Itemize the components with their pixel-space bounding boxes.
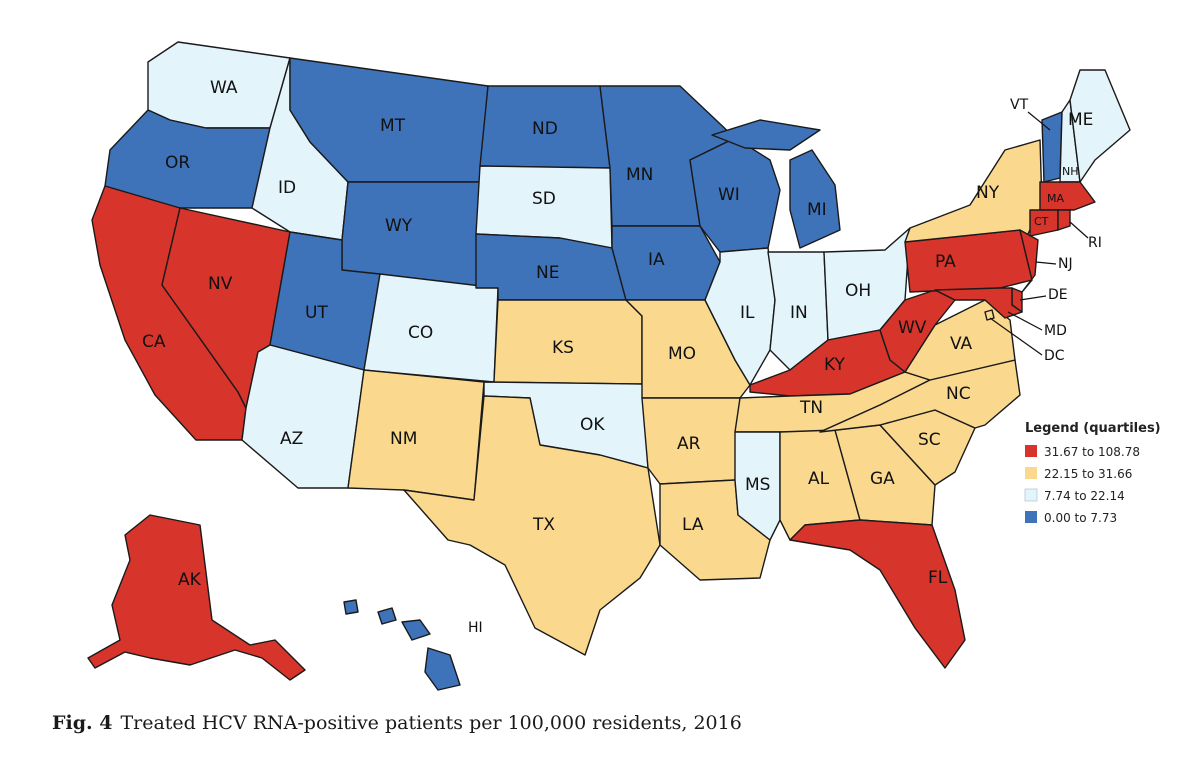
- state-MD: [934, 287, 1023, 319]
- label-SD: SD: [532, 189, 556, 209]
- state-MI: [789, 149, 841, 249]
- label-NE: NE: [536, 263, 559, 283]
- choropleth-map: WA OR CA NV ID MT WY UT CO AZ NM ND SD N…: [87, 41, 1161, 691]
- label-MS: MS: [745, 475, 770, 495]
- leader-NJ: [1035, 261, 1057, 265]
- label-CA: CA: [142, 332, 166, 352]
- label-SC: SC: [918, 430, 941, 450]
- legend-title: Legend (quartiles): [1025, 421, 1161, 436]
- label-IL: IL: [740, 303, 755, 323]
- label-FL: FL: [928, 568, 948, 588]
- label-IA: IA: [648, 250, 665, 270]
- state-AK: [87, 514, 306, 681]
- label-DE: DE: [1048, 287, 1068, 303]
- label-KS: KS: [552, 338, 574, 358]
- label-ID: ID: [278, 178, 296, 198]
- label-MD: MD: [1044, 323, 1067, 339]
- label-GA: GA: [870, 469, 895, 489]
- label-NC: NC: [946, 384, 971, 404]
- label-MN: MN: [626, 165, 653, 185]
- legend-label-q4: 31.67 to 108.78: [1044, 445, 1140, 459]
- state-DC: [984, 309, 995, 321]
- state-HI-maui: [401, 619, 431, 641]
- label-KY: KY: [824, 355, 846, 375]
- label-MT: MT: [380, 116, 406, 136]
- label-VT: VT: [1010, 97, 1029, 113]
- state-AZ: [241, 344, 365, 489]
- state-RI: [1057, 209, 1071, 231]
- label-RI: RI: [1088, 235, 1102, 251]
- legend-swatch-q4: [1025, 445, 1037, 457]
- label-ME: ME: [1068, 110, 1093, 130]
- label-NY: NY: [976, 183, 1000, 203]
- state-OR: [104, 109, 271, 209]
- legend-swatch-q2: [1024, 488, 1038, 502]
- figure-caption: Fig. 4 Treated HCV RNA-positive patients …: [52, 712, 742, 734]
- state-NJ: [1019, 229, 1039, 293]
- state-MA: [1039, 181, 1096, 211]
- leader-MD: [1007, 311, 1043, 331]
- label-UT: UT: [305, 303, 328, 323]
- label-HI: HI: [468, 620, 483, 636]
- label-IN: IN: [790, 303, 808, 323]
- state-VT: [1041, 111, 1063, 183]
- label-ND: ND: [532, 119, 558, 139]
- label-WV: WV: [898, 318, 927, 338]
- label-WA: WA: [210, 78, 238, 98]
- leader-VT: [1027, 111, 1051, 131]
- leader-DC: [989, 317, 1043, 356]
- legend-label-q3: 22.15 to 31.66: [1044, 467, 1132, 481]
- label-AL: AL: [808, 469, 830, 489]
- legend: Legend (quartiles) 31.67 to 108.78 22.15…: [1024, 421, 1161, 525]
- state-IA: [611, 225, 721, 301]
- label-LA: LA: [682, 515, 704, 535]
- label-TX: TX: [532, 515, 555, 535]
- label-CO: CO: [408, 323, 433, 343]
- state-MI-upper: [711, 119, 821, 151]
- label-AR: AR: [677, 434, 701, 454]
- state-WV: [879, 289, 956, 373]
- state-FL: [789, 519, 966, 669]
- label-AZ: AZ: [280, 429, 303, 449]
- figure-number: Fig. 4: [52, 712, 113, 734]
- label-MO: MO: [668, 344, 696, 364]
- legend-swatch-q3: [1025, 467, 1037, 479]
- state-TX: [403, 395, 661, 656]
- leader-DE: [1019, 295, 1047, 301]
- state-HI-oahu: [377, 607, 397, 625]
- label-NM: NM: [390, 429, 417, 449]
- label-TN: TN: [799, 398, 823, 418]
- legend-label-q2: 7.74 to 22.14: [1044, 489, 1125, 503]
- label-OK: OK: [580, 415, 605, 435]
- label-WI: WI: [718, 185, 740, 205]
- label-MI: MI: [807, 200, 827, 220]
- legend-label-q1: 0.00 to 7.73: [1044, 511, 1117, 525]
- state-NY: [904, 139, 1043, 243]
- label-AK: AK: [178, 570, 202, 590]
- label-NV: NV: [208, 274, 233, 294]
- label-OR: OR: [165, 153, 190, 173]
- label-MA: MA: [1047, 192, 1064, 205]
- label-NJ: NJ: [1058, 256, 1073, 272]
- label-NH: NH: [1062, 165, 1079, 178]
- state-HI: [424, 647, 461, 691]
- legend-swatch-q1: [1025, 511, 1037, 523]
- state-HI-kauai: [343, 599, 359, 615]
- label-WY: WY: [385, 216, 413, 236]
- figure-caption-text: Treated HCV RNA-positive patients per 10…: [120, 712, 742, 734]
- label-VA: VA: [950, 334, 973, 354]
- label-PA: PA: [935, 252, 956, 272]
- label-DC: DC: [1044, 348, 1065, 364]
- label-OH: OH: [845, 281, 871, 301]
- leader-RI: [1069, 221, 1089, 239]
- label-CT: CT: [1034, 215, 1049, 228]
